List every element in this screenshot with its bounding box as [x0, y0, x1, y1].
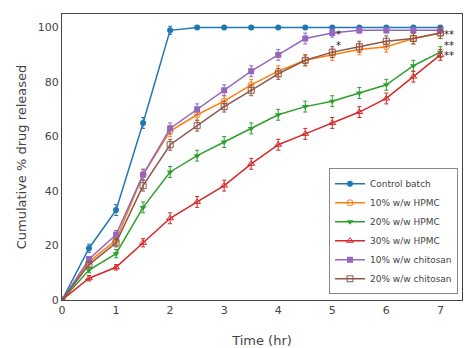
- svg-text:**: **: [444, 40, 454, 51]
- svg-text:4: 4: [275, 304, 282, 317]
- svg-text:5: 5: [329, 304, 336, 317]
- svg-text:80: 80: [45, 76, 59, 89]
- svg-text:3: 3: [221, 304, 228, 317]
- svg-text:40: 40: [45, 185, 59, 198]
- svg-text:30% w/w HPMC: 30% w/w HPMC: [370, 236, 440, 246]
- svg-text:**: **: [444, 29, 454, 40]
- svg-text:Control batch: Control batch: [370, 179, 431, 189]
- svg-text:2: 2: [167, 304, 174, 317]
- svg-text:20% w/w HPMC: 20% w/w HPMC: [370, 217, 440, 227]
- svg-text:1: 1: [113, 304, 120, 317]
- svg-text:*: *: [336, 29, 341, 40]
- svg-text:**: **: [444, 50, 454, 61]
- svg-text:20: 20: [45, 239, 59, 252]
- svg-text:6: 6: [383, 304, 390, 317]
- svg-text:20% w/w chitosan: 20% w/w chitosan: [370, 274, 452, 284]
- svg-text:Cumulative % drug released: Cumulative % drug released: [14, 65, 29, 250]
- svg-text:*: *: [336, 40, 341, 51]
- svg-text:10% w/w chitosan: 10% w/w chitosan: [370, 255, 452, 265]
- svg-text:100: 100: [38, 21, 59, 34]
- svg-text:Time (hr): Time (hr): [231, 333, 292, 348]
- svg-text:0: 0: [52, 294, 59, 307]
- svg-text:10% w/w HPMC: 10% w/w HPMC: [370, 198, 440, 208]
- svg-text:60: 60: [45, 130, 59, 143]
- svg-text:7: 7: [437, 304, 444, 317]
- svg-text:0: 0: [59, 304, 66, 317]
